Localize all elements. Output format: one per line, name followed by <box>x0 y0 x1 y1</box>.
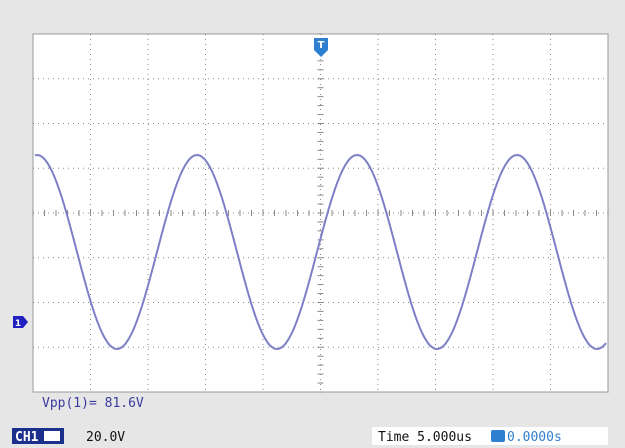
channel-marker-label: 1 <box>15 319 21 329</box>
channel-name: CH1 <box>15 430 39 445</box>
coupling-icon <box>44 431 60 441</box>
trigger-icon <box>491 430 505 442</box>
trigger-marker: T <box>314 38 328 57</box>
timebase: Time 5.000us <box>378 430 472 445</box>
graticule <box>32 33 609 393</box>
volts-per-div: 20.0V <box>86 430 125 445</box>
trigger-label: T <box>318 40 325 51</box>
waveform-trace <box>34 153 607 351</box>
channel-marker: 1 <box>13 316 28 329</box>
timebase-box <box>372 427 608 445</box>
trigger-offset: 0.0000s <box>507 430 562 445</box>
measurement: Vpp(1)= 81.6V <box>42 396 144 411</box>
